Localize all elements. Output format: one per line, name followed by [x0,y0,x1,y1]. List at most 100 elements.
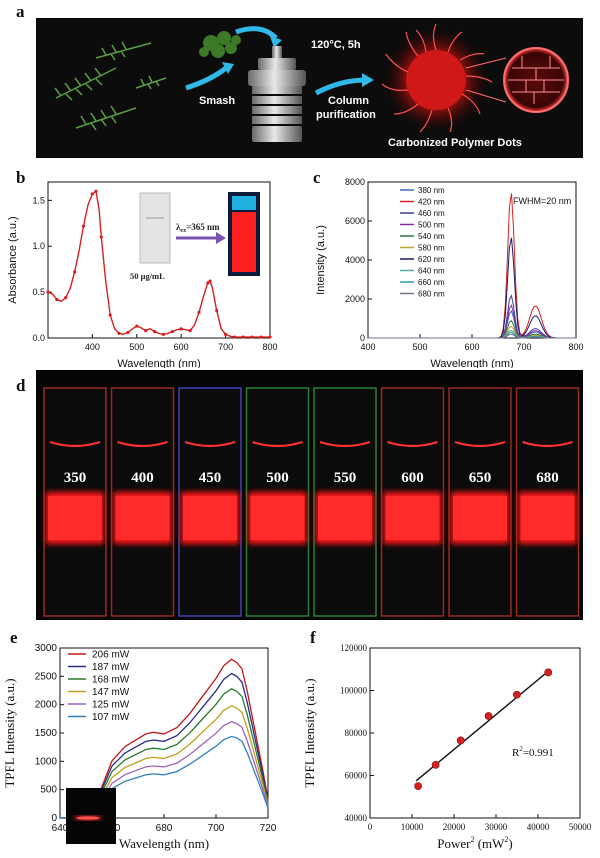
x-tick-label: 30000 [485,822,508,832]
linear-fit-line [415,668,552,782]
carbonized-polymer-dot-icon [381,23,493,133]
y-tick-label: 1000 [35,756,58,767]
smashed-plant-icon [199,31,241,58]
y-tick-label: 6000 [345,216,365,226]
data-point [431,760,440,769]
x-tick-label: 720 [260,823,277,834]
y-tick-label: 1.5 [32,195,45,205]
r-squared-annotation: R2=0.991 [512,745,554,759]
y-tick-label: 0.0 [32,333,45,343]
legend-entry: 107 mW [92,712,130,723]
x-tick-label: 400 [360,342,375,352]
absorbance-point [117,331,121,336]
absorbance-point [161,332,166,336]
absorbance-point [208,279,212,283]
x-tick-label: 500 [412,342,427,352]
absorbance-point [99,235,103,239]
plot-frame [47,181,271,339]
absorbance-point [73,270,77,274]
x-tick-label: 700 [516,342,531,352]
smash-label: Smash [199,95,235,107]
tpfl-series-line [60,688,269,819]
x-tick-label: 20000 [443,822,466,832]
cuvette-array-svg: 350 400 450 500 550 600 650 680 [43,387,580,617]
x-tick-label: 800 [262,342,277,352]
absorbance-point [241,335,245,339]
cuvette: 650 [448,387,512,617]
absorbance-point [152,329,157,334]
y-tick-label: 4000 [345,255,365,265]
legend-entry: 620 nm [418,255,445,264]
cuvette: 400 [110,387,175,617]
y-tick-label: 2000 [345,294,365,304]
excitation-label: λex=365 nm [176,222,220,234]
cpd-zoom-icon [465,47,569,113]
excitation-wavelength-label: 350 [64,470,87,486]
chart-e-tpfl: 640660680700720050010001500200025003000W… [2,643,277,851]
excitation-wavelength-label: 500 [266,470,289,486]
absorbance-point [197,310,201,314]
legend-entry: 500 nm [418,221,445,230]
absorbance-point [232,335,237,339]
y-axis-label: TPFL Intensity (a.u.) [2,678,17,787]
absorbance-point [268,335,272,339]
x-tick-label: 600 [174,342,189,352]
y-tick-label: 3000 [35,643,58,654]
x-tick-label: 500 [129,342,144,352]
x-tick-label: 700 [218,342,233,352]
data-point [414,782,422,791]
excitation-wavelength-label: 650 [469,470,492,486]
y-tick-label: 120000 [340,643,368,653]
x-tick-label: 10000 [401,822,424,832]
legend-entry: 640 nm [418,267,445,276]
excitation-wavelength-label: 450 [199,470,222,486]
x-tick-label: 600 [464,342,479,352]
schematic-svg: Smash 120°C, 5h Column purification Carb… [54,23,569,149]
autoclave-reactor-icon [248,46,306,142]
arrow-to-reactor-icon [235,26,278,40]
excitation-wavelength-label: 400 [131,470,154,486]
absorbance-point [126,330,130,335]
tpfl-series-line [60,672,269,819]
tpfl-series-line [60,658,269,819]
legend-entry: 125 mW [92,700,130,711]
product-label: Carbonized Polymer Dots [388,137,522,149]
excitation-wavelength-label: 550 [334,470,357,486]
condition-label: 120°C, 5h [311,39,361,51]
y-axis-label: Absorbance (a.u.) [7,216,19,303]
fwhm-annotation: FWHM=20 nm [513,196,571,206]
absorbance-point [188,329,192,333]
legend-entry: 580 nm [418,244,445,253]
panel-label-f: f [310,628,316,647]
absorbance-point [64,296,68,300]
plant-leaves-icon [54,41,167,131]
purification-label-1: Column [328,95,369,107]
x-axis-label: Wavelength (nm) [119,836,209,851]
legend-entry: 206 mW [92,650,130,661]
data-point [512,690,521,699]
panel-a-schematic: Smash 120°C, 5h Column purification Carb… [36,18,583,158]
legend-entry: 187 mW [92,662,130,673]
panel-label-b: b [16,168,26,187]
emission-series-line [368,304,576,339]
y-tick-label: 8000 [345,177,365,187]
x-tick-label: 700 [208,823,225,834]
absorbance-point [90,192,94,196]
y-tick-label: 40000 [345,813,368,823]
absorbance-point [250,335,254,339]
concentration-label: 50 μg/mL [130,271,165,281]
excitation-wavelength-label: 600 [401,470,424,486]
absorbance-point [215,308,219,313]
excitation-wavelength-label: 680 [536,470,559,486]
emission-series-line [368,193,576,339]
legend-entry: 540 nm [418,232,445,241]
emission-series-line [368,333,576,339]
absorbance-point [170,329,174,334]
y-tick-label: 1.0 [32,241,45,251]
y-tick-label: 2000 [35,700,58,711]
y-axis-label: Intensity (a.u.) [315,225,327,295]
absorbance-point [94,189,98,193]
legend-entry: 660 nm [418,278,445,287]
panel-d-cuvettes: 350 400 450 500 550 600 650 680 [36,370,583,620]
x-axis-label: Power2 (mW2) [437,835,513,851]
